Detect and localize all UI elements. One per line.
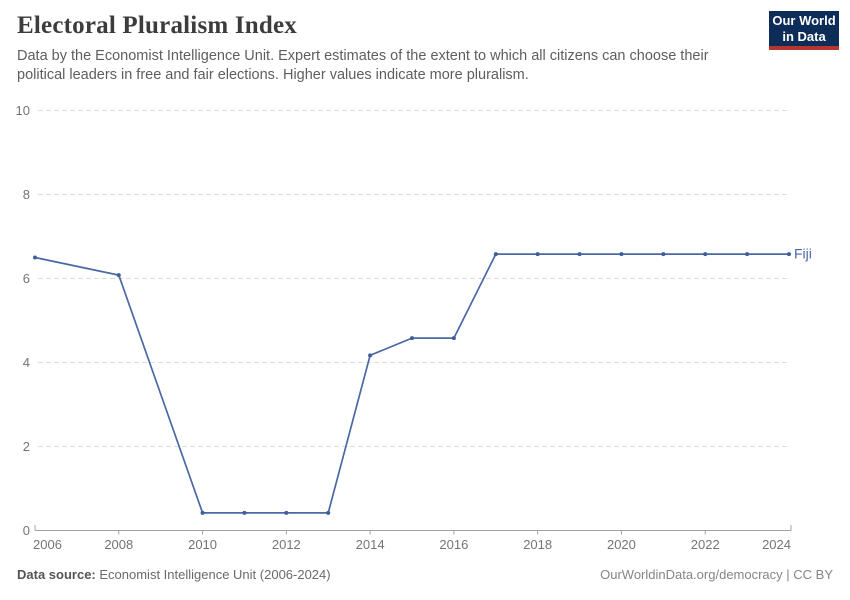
- x-tick-label: 2024: [762, 537, 791, 552]
- data-point[interactable]: [577, 252, 582, 257]
- chart-footer: Data source: Economist Intelligence Unit…: [17, 567, 833, 582]
- x-tick-label: 2008: [104, 537, 133, 552]
- owid-logo-line2: in Data: [782, 29, 826, 44]
- data-point[interactable]: [451, 336, 456, 341]
- series-line-fiji[interactable]: [34, 253, 789, 514]
- y-tick-label: 10: [16, 103, 30, 118]
- chart-header: Electoral Pluralism Index Data by the Ec…: [17, 12, 732, 85]
- y-tick-label: 8: [23, 187, 30, 202]
- x-tick-label: 2006: [33, 537, 62, 552]
- owid-license-link[interactable]: OurWorldinData.org/democracy | CC BY: [600, 567, 833, 582]
- x-tick-label: 2010: [188, 537, 217, 552]
- owid-logo: Our World in Data: [769, 11, 839, 50]
- page-title: Electoral Pluralism Index: [17, 12, 297, 39]
- data-point[interactable]: [787, 252, 791, 257]
- data-source-note: Data source: Economist Intelligence Unit…: [17, 567, 331, 582]
- owid-logo-line1: Our World: [772, 13, 836, 28]
- series-label-fiji[interactable]: Fiji: [794, 246, 812, 262]
- data-source-label: Data source:: [17, 567, 96, 582]
- x-tick-label: 2020: [607, 537, 636, 552]
- data-point[interactable]: [619, 252, 624, 257]
- y-tick-label: 2: [23, 439, 30, 454]
- x-tick-label: 2018: [523, 537, 552, 552]
- data-point[interactable]: [661, 252, 666, 257]
- data-point[interactable]: [493, 252, 498, 257]
- x-tick-label: 2022: [691, 537, 720, 552]
- chart-subtitle: Data by the Economist Intelligence Unit.…: [17, 48, 709, 83]
- data-source-value: Economist Intelligence Unit (2006-2024): [95, 567, 331, 582]
- y-tick-label: 4: [23, 355, 30, 370]
- x-tick-label: 2012: [272, 537, 301, 552]
- data-point[interactable]: [33, 255, 37, 260]
- x-tick-label: 2014: [356, 537, 385, 552]
- data-point[interactable]: [410, 336, 414, 341]
- data-point[interactable]: [116, 273, 121, 278]
- y-tick-label: 0: [23, 523, 30, 538]
- data-point[interactable]: [326, 510, 331, 515]
- x-tick-label: 2016: [439, 537, 468, 552]
- data-point[interactable]: [368, 353, 373, 358]
- data-point[interactable]: [745, 252, 750, 257]
- data-point[interactable]: [242, 510, 247, 515]
- data-point[interactable]: [703, 252, 708, 257]
- data-point[interactable]: [200, 510, 205, 515]
- y-tick-label: 6: [23, 271, 30, 286]
- data-point[interactable]: [535, 252, 540, 257]
- data-point[interactable]: [284, 510, 289, 515]
